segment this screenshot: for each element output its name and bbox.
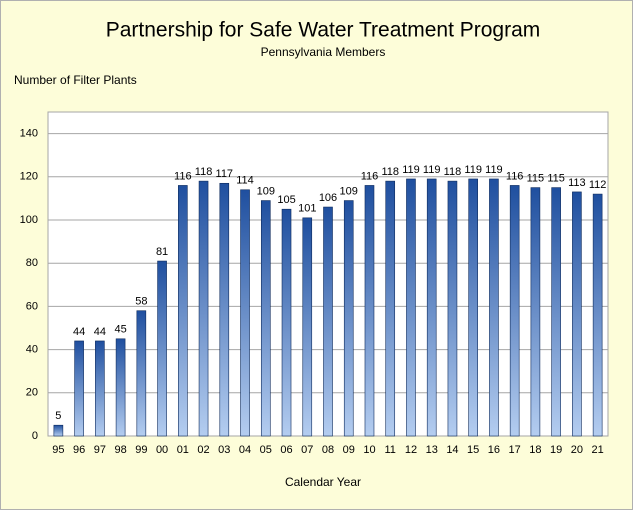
y-tick-label: 80 [26, 257, 38, 269]
value-label: 112 [589, 179, 607, 191]
value-label: 116 [174, 170, 192, 182]
bar [240, 189, 250, 437]
x-tick-label: 21 [592, 444, 604, 456]
value-label: 115 [547, 173, 565, 185]
bar [115, 338, 126, 437]
value-label: 106 [319, 192, 337, 204]
value-label: 45 [114, 324, 126, 336]
bar [592, 193, 603, 437]
value-label: 105 [277, 194, 295, 206]
value-label: 118 [195, 166, 213, 178]
x-tick-label: 02 [197, 444, 209, 456]
x-tick-label: 15 [467, 444, 479, 456]
bar [178, 185, 188, 437]
x-tick-label: 18 [529, 444, 541, 456]
x-tick-label: 97 [94, 444, 106, 456]
value-label: 114 [236, 175, 254, 187]
x-tick-label: 16 [488, 444, 500, 456]
value-label: 116 [506, 170, 524, 182]
bar [385, 180, 396, 437]
bar [551, 187, 561, 437]
x-tick-label: 05 [260, 444, 272, 456]
value-label: 117 [216, 168, 234, 180]
value-label: 58 [135, 296, 147, 308]
value-label: 119 [402, 164, 420, 176]
bar [302, 217, 313, 437]
bar [53, 424, 64, 437]
bar [95, 340, 105, 437]
bar [157, 260, 167, 437]
value-label: 113 [568, 177, 586, 189]
bar [198, 180, 209, 437]
y-tick-label: 40 [26, 344, 38, 356]
x-tick-label: 00 [156, 444, 168, 456]
value-label: 119 [464, 164, 482, 176]
bar [343, 200, 354, 437]
x-tick-label: 95 [52, 444, 64, 456]
x-tick-label: 98 [114, 444, 126, 456]
bar [509, 185, 520, 437]
value-label: 119 [485, 164, 503, 176]
y-axis-label: Number of Filter Plants [14, 73, 137, 87]
y-tick-label: 100 [20, 214, 38, 226]
bar [530, 187, 541, 437]
bar [406, 178, 416, 437]
value-label: 44 [73, 326, 85, 338]
value-label: 119 [423, 164, 441, 176]
chart-subtitle: Pennsylvania Members [261, 45, 386, 59]
x-tick-label: 08 [322, 444, 334, 456]
bar [364, 185, 375, 437]
x-tick-label: 01 [177, 444, 189, 456]
x-tick-label: 14 [446, 444, 458, 456]
x-tick-label: 99 [135, 444, 147, 456]
x-tick-label: 07 [301, 444, 313, 456]
bar [489, 178, 499, 437]
bar [468, 178, 478, 437]
y-tick-label: 120 [20, 171, 38, 183]
value-label: 118 [381, 166, 399, 178]
bar [260, 200, 271, 437]
bar [447, 180, 458, 437]
value-label: 116 [361, 170, 379, 182]
x-tick-label: 96 [73, 444, 85, 456]
bar [136, 310, 147, 437]
x-tick-label: 12 [405, 444, 417, 456]
bar [219, 182, 230, 437]
value-label: 81 [156, 246, 168, 258]
y-tick-label: 20 [26, 387, 38, 399]
value-label: 44 [94, 326, 106, 338]
value-label: 109 [257, 185, 275, 197]
chart-title: Partnership for Safe Water Treatment Pro… [106, 19, 541, 42]
x-tick-label: 03 [218, 444, 230, 456]
value-label: 109 [340, 185, 358, 197]
bar [281, 208, 292, 437]
x-tick-label: 20 [571, 444, 583, 456]
y-tick-label: 140 [20, 128, 38, 140]
bar [74, 340, 84, 437]
value-label: 115 [527, 173, 545, 185]
x-tick-label: 17 [509, 444, 521, 456]
value-label: 118 [444, 166, 462, 178]
x-tick-label: 09 [343, 444, 355, 456]
value-label: 101 [298, 203, 316, 215]
bar [572, 191, 582, 437]
x-tick-label: 06 [280, 444, 292, 456]
x-tick-label: 13 [426, 444, 438, 456]
value-label: 5 [55, 410, 61, 422]
x-axis-label: Calendar Year [285, 475, 361, 489]
y-tick-label: 0 [32, 430, 38, 442]
bar [323, 206, 333, 437]
bar [426, 178, 437, 437]
x-tick-label: 11 [385, 444, 396, 456]
x-tick-label: 04 [239, 444, 251, 456]
x-tick-label: 10 [363, 444, 375, 456]
y-tick-label: 60 [26, 300, 38, 312]
x-tick-label: 19 [550, 444, 562, 456]
